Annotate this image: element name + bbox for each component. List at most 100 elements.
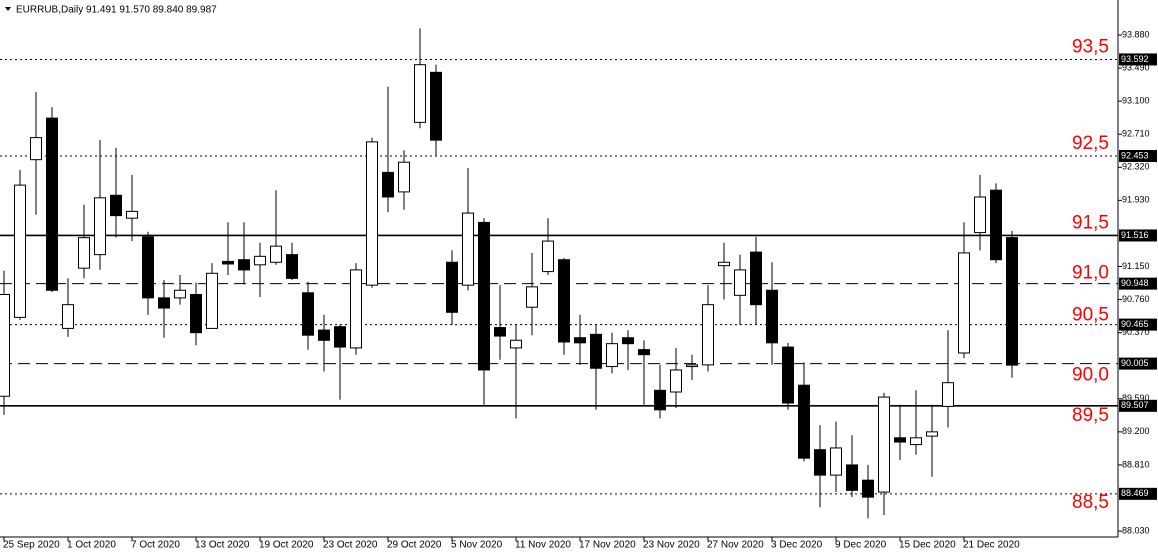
- level-price-label: 90.465: [1121, 319, 1149, 329]
- y-tick-label: 91.930: [1122, 195, 1150, 205]
- candle-body: [78, 237, 90, 269]
- candle-body: [734, 269, 746, 296]
- candle-body: [46, 117, 58, 291]
- candle-body: [158, 297, 170, 309]
- level-price-label: 90.948: [1121, 278, 1149, 288]
- candle-body: [622, 337, 634, 345]
- candle-body: [686, 364, 698, 368]
- candle-body: [926, 431, 938, 437]
- candle-body: [510, 339, 522, 349]
- x-tick-label: 13 Oct 2020: [195, 540, 250, 551]
- level-label: 91,0: [1072, 263, 1109, 284]
- candle-body: [350, 269, 362, 349]
- candle-body: [590, 333, 602, 369]
- candle-body: [30, 137, 42, 161]
- level-price-label: 93.592: [1121, 54, 1149, 64]
- candle-body: [414, 64, 426, 123]
- menu-triangle: [5, 7, 11, 11]
- candle-body: [526, 286, 538, 308]
- candle-body: [862, 479, 874, 498]
- candle-body: [782, 346, 794, 404]
- x-tick-label: 21 Dec 2020: [963, 540, 1020, 551]
- candle-body: [894, 437, 906, 443]
- x-tick-label: 23 Nov 2020: [643, 540, 700, 551]
- candle-body: [606, 343, 618, 368]
- candle-body: [814, 449, 826, 476]
- x-tick-label: 29 Oct 2020: [387, 540, 442, 551]
- candle-body: [1006, 237, 1018, 366]
- level-label: 89,5: [1072, 405, 1109, 426]
- y-tick-label: 88.810: [1122, 459, 1150, 469]
- candle-body: [286, 254, 298, 279]
- candle-body: [14, 184, 26, 318]
- candle-body: [430, 71, 442, 141]
- y-tick-label: 89.590: [1122, 393, 1150, 403]
- y-tick-label: 90.370: [1122, 327, 1150, 337]
- x-tick-label: 9 Dec 2020: [835, 540, 887, 551]
- candle-body: [766, 289, 778, 344]
- y-tick-label: 92.710: [1122, 129, 1150, 139]
- x-tick-label: 7 Oct 2020: [131, 540, 180, 551]
- x-tick-label: 3 Dec 2020: [771, 540, 823, 551]
- candle-body: [974, 196, 986, 234]
- x-tick-label: 5 Nov 2020: [451, 540, 503, 551]
- candle-body: [302, 292, 314, 336]
- y-tick-label: 90.760: [1122, 294, 1150, 304]
- x-tick-label: 25 Sep 2020: [3, 540, 60, 551]
- level-price-label: 91.516: [1121, 230, 1149, 240]
- candle-body: [110, 194, 122, 217]
- chart-title: EURRUB,Daily 91.491 91.570 89.840 89.987: [16, 5, 217, 16]
- level-price-box: [1119, 357, 1157, 370]
- y-tick-label: 93.880: [1122, 29, 1150, 39]
- candle-body: [990, 189, 1002, 261]
- candle-body: [142, 236, 154, 299]
- candle-body: [334, 326, 346, 348]
- candle-body: [190, 293, 202, 334]
- y-tick-label: 93.490: [1122, 62, 1150, 72]
- candle-body: [958, 252, 970, 354]
- level-price-box: [1119, 277, 1157, 290]
- candle-body: [494, 327, 506, 337]
- candle-body: [174, 289, 186, 299]
- candle-body: [270, 245, 282, 263]
- x-tick-label: 15 Dec 2020: [899, 540, 956, 551]
- level-label: 88,5: [1072, 492, 1109, 513]
- level-label: 91,5: [1072, 212, 1109, 233]
- candle-body: [846, 464, 858, 491]
- candle-body: [702, 304, 714, 366]
- level-label: 93,5: [1072, 36, 1109, 57]
- y-tick-label: 89.200: [1122, 426, 1150, 436]
- candle-body: [206, 272, 218, 329]
- level-price-box: [1119, 150, 1157, 163]
- candle-body: [478, 221, 490, 371]
- level-price-label: 88.469: [1121, 488, 1149, 498]
- y-tick-label: 93.100: [1122, 96, 1150, 106]
- candle-body: [798, 384, 810, 459]
- level-price-label: 90.005: [1121, 358, 1149, 368]
- candle-body: [366, 141, 378, 286]
- level-price-label: 89.507: [1121, 400, 1149, 410]
- candle-body: [558, 259, 570, 343]
- candle-body: [942, 382, 954, 407]
- candle-body: [670, 369, 682, 393]
- candle-body: [446, 261, 458, 313]
- candle-body: [126, 210, 138, 219]
- y-tick-label: 91.150: [1122, 261, 1150, 271]
- candle-body: [0, 293, 10, 397]
- level-label: 90,5: [1072, 305, 1109, 326]
- level-price-label: 92.453: [1121, 150, 1149, 160]
- candle-body: [238, 259, 250, 271]
- candle-body: [574, 337, 586, 344]
- x-tick-label: 1 Oct 2020: [67, 540, 116, 551]
- candle-body: [542, 240, 554, 273]
- candle-body: [750, 251, 762, 306]
- level-price-box: [1119, 318, 1157, 331]
- candle-body: [382, 171, 394, 198]
- level-label: 92,5: [1072, 133, 1109, 154]
- candle-body: [654, 389, 666, 411]
- candle-body: [222, 260, 234, 265]
- x-tick-label: 11 Nov 2020: [515, 540, 571, 551]
